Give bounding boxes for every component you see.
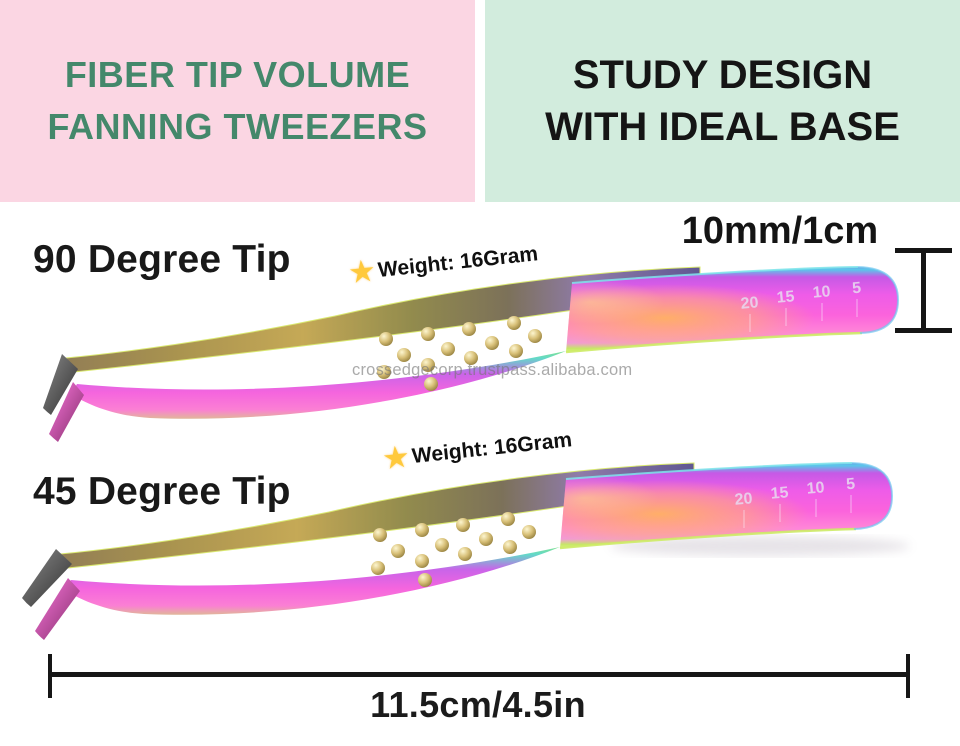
tweezer-45-label: 45 Degree Tip: [33, 470, 291, 513]
star-icon: ★: [348, 255, 376, 288]
tweezer-45-upper-tip: [22, 549, 72, 607]
bracket-vertical-bar: [921, 248, 926, 333]
title-right-line1: STUDY DESIGN: [572, 53, 873, 97]
watermark-text: crossedgecorp.trustpass.alibaba.com: [352, 361, 633, 379]
height-bracket: [895, 248, 952, 333]
tweezer-90-upper-tip: [43, 354, 78, 415]
tip-width-label: 10mm/1cm: [681, 210, 879, 252]
tweezer-45-illustration: [22, 463, 892, 640]
total-length-label: 11.5cm/4.5in: [370, 684, 586, 725]
title-right-line2: WITH IDEAL BASE: [545, 105, 900, 149]
bracket-horizontal-line: [48, 672, 910, 677]
title-card-right: STUDY DESIGN WITH IDEAL BASE: [485, 0, 960, 202]
tweezer-shadow: [610, 536, 910, 556]
star-icon: ★: [382, 441, 410, 474]
tweezer-45-lower-tip: [35, 578, 80, 640]
title-card-left: FIBER TIP VOLUME FANNING TWEEZERS: [0, 0, 475, 202]
length-bracket: [48, 654, 910, 698]
tweezer-90-illustration: [43, 267, 898, 442]
title-left-line1: FIBER TIP VOLUME: [64, 54, 411, 96]
tweezer-90-label: 90 Degree Tip: [33, 238, 291, 281]
tweezer-90-lower-tip: [49, 382, 84, 442]
title-left-line2: FANNING TWEEZERS: [47, 106, 428, 147]
bracket-right-tick: [906, 654, 910, 698]
bracket-bottom-cap: [895, 328, 952, 333]
